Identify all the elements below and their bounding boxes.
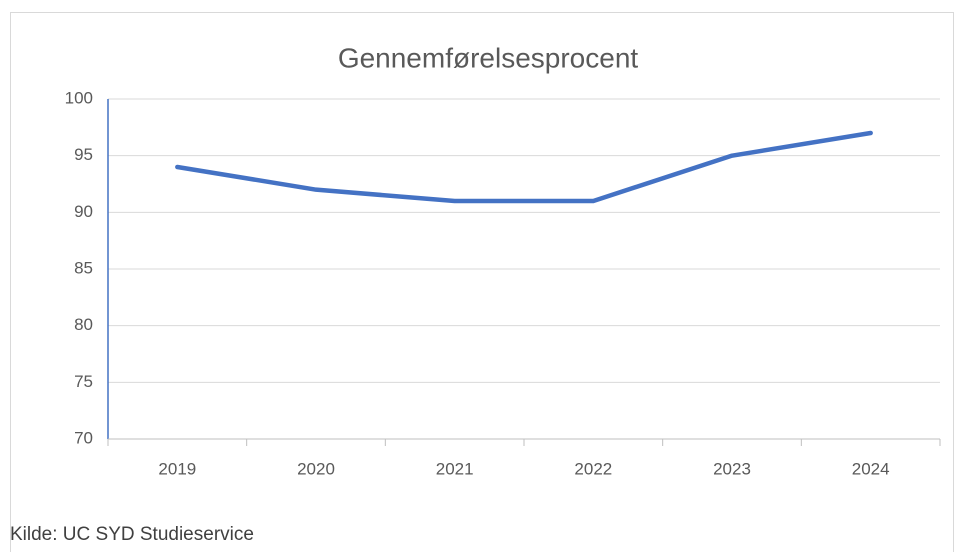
source-note: Kilde: UC SYD Studieservice bbox=[10, 524, 254, 545]
chart-border bbox=[10, 12, 954, 552]
y-tick-label: 85 bbox=[74, 258, 93, 277]
x-tick-label: 2024 bbox=[852, 459, 890, 478]
x-tick-label: 2023 bbox=[713, 459, 751, 478]
x-tick-label: 2022 bbox=[574, 459, 612, 478]
y-tick-label: 80 bbox=[74, 315, 93, 334]
y-tick-label: 95 bbox=[74, 145, 93, 164]
y-tick-label: 100 bbox=[65, 88, 93, 107]
line-series bbox=[175, 130, 873, 204]
y-tick-label: 75 bbox=[74, 372, 93, 391]
x-tick-label: 2020 bbox=[297, 459, 335, 478]
chart-title: Gennemførelsesprocent bbox=[338, 42, 639, 73]
y-tick-label: 70 bbox=[74, 428, 93, 447]
y-tick-label: 90 bbox=[74, 202, 93, 221]
x-tick-label: 2019 bbox=[158, 459, 196, 478]
x-tick-label: 2021 bbox=[436, 459, 474, 478]
